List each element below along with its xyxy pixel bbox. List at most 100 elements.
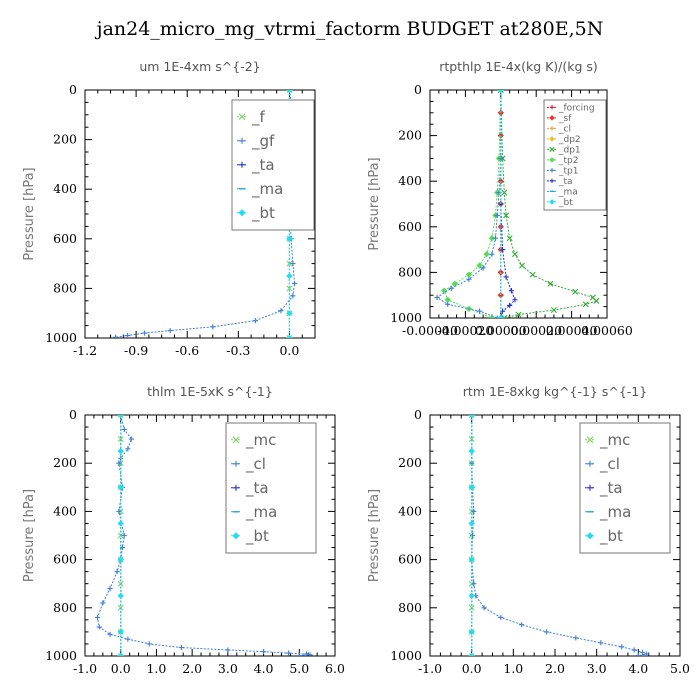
data-point-dp1 [506, 235, 513, 242]
series-line-ta [500, 90, 516, 318]
panel-title: um 1E-4xm s^{-2} [139, 59, 260, 74]
y-tick-label: 800 [53, 600, 77, 615]
data-point-tp1 [448, 285, 454, 291]
data-point-cl [544, 629, 550, 635]
data-point-mc [117, 415, 124, 418]
panel-title: thlm 1E-5xK s^{-1} [147, 384, 273, 399]
legend-label: _tp1 [558, 167, 578, 177]
data-point-bt [286, 272, 293, 280]
legend-label: _sf [558, 114, 572, 124]
legend-label: _ma [558, 188, 578, 198]
legend-marker [586, 532, 594, 540]
y-axis-label: Pressure [hPa] [22, 489, 37, 582]
data-point-tp1 [445, 301, 451, 307]
y-tick-label: 1000 [45, 330, 77, 345]
x-tick-label: 3.0 [587, 661, 607, 676]
legend-label: _f [251, 108, 266, 127]
data-point-cl [146, 641, 152, 647]
data-point-cl [498, 614, 504, 621]
legend-label: _cl [558, 125, 571, 135]
x-tick-label: 5.0 [289, 661, 309, 676]
y-tick-label: 200 [53, 455, 77, 470]
data-point-dp1 [503, 212, 510, 219]
data-point-cl [119, 544, 126, 551]
data-point-cl [96, 624, 102, 630]
series-group [468, 415, 650, 656]
legend: _f _gf _ta _ma _bt [231, 99, 315, 231]
data-point-tp1 [476, 308, 483, 314]
x-tick-label: -0.00040 [402, 323, 458, 338]
legend-label: _cl [245, 455, 266, 474]
data-point-cl [635, 652, 641, 656]
legend-label: _bt [558, 198, 573, 208]
data-point-bt [468, 415, 475, 419]
series-line-gf [115, 90, 296, 338]
data-point-gf [210, 324, 216, 330]
legend-marker [549, 157, 555, 163]
x-tick-label: -1.2 [73, 343, 97, 358]
legend-marker [587, 460, 593, 467]
legend-marker [549, 146, 555, 152]
x-tick-label: 5.0 [670, 661, 690, 676]
data-point-bt [117, 415, 124, 419]
data-point-cl [307, 652, 313, 656]
x-tick-label: 3.0 [218, 661, 238, 676]
data-point-tp1 [466, 276, 472, 282]
x-tick-label: 0.0 [279, 343, 299, 358]
legend-marker [233, 484, 239, 491]
legend-marker [238, 209, 246, 217]
data-point-f [286, 90, 293, 93]
data-point-mc [117, 653, 124, 656]
legend-marker [586, 436, 594, 444]
data-point-cl [116, 460, 122, 466]
y-tick-label: 800 [398, 264, 422, 279]
data-point-bt [468, 628, 475, 636]
legend-marker [549, 136, 555, 142]
x-tick-label: -1.0 [418, 661, 442, 676]
x-tick-label: 6.0 [325, 661, 345, 676]
data-point-tp1 [434, 294, 440, 301]
legend-label: _dp2 [558, 135, 581, 145]
legend-marker [587, 484, 593, 491]
data-point-bt [468, 592, 475, 599]
data-point-gf [252, 318, 258, 324]
data-point-cl [107, 585, 113, 592]
chart-panel-2: rtpthlp 1E-4x(kg K)/(kg s) Pressure [hPa]… [367, 59, 633, 338]
y-tick-label: 200 [398, 128, 422, 143]
data-point-gf [290, 261, 296, 267]
legend-label: _mc [245, 431, 276, 450]
legend-label: _ma [599, 503, 631, 522]
legend-label: _bt [251, 204, 275, 223]
data-point-cl [225, 647, 231, 653]
data-point-tp2 [488, 314, 496, 318]
data-point-bt [286, 334, 293, 338]
data-point-tp2 [488, 235, 496, 242]
x-tick-label: -0.3 [226, 343, 250, 358]
data-point-bt [117, 484, 124, 491]
data-point-tp2 [444, 296, 451, 303]
series-group [94, 415, 313, 656]
legend-label: _dp1 [558, 146, 581, 156]
data-point-tp1 [489, 251, 495, 257]
data-point-ta [512, 297, 518, 303]
data-point-cl [285, 650, 292, 656]
data-point-bt [117, 556, 124, 563]
data-point-tp2 [451, 280, 458, 287]
legend-label: _ta [558, 177, 573, 187]
data-point-cl [469, 532, 476, 539]
panel-title: rtm 1E-8xkg kg^{-1} s^{-1} [463, 384, 647, 399]
data-point-dp1 [550, 307, 557, 314]
x-tick-label: 1.0 [146, 661, 166, 676]
y-tick-label: 0 [69, 407, 77, 422]
legend: _forcing_sf_cl_dp2_dp1_tp2_tp1_ta_ma_bt [543, 99, 607, 211]
data-point-bt [117, 447, 124, 455]
data-point-dp1 [501, 315, 508, 318]
y-axis-label: Pressure [hPa] [22, 167, 37, 260]
y-tick-label: 400 [398, 503, 422, 518]
y-tick-label: 0 [414, 407, 422, 422]
data-point-cl [303, 651, 310, 656]
data-point-cl [619, 644, 625, 650]
y-tick-label: 600 [398, 552, 422, 567]
data-point-mc [117, 436, 124, 443]
data-point-cl [519, 622, 525, 628]
